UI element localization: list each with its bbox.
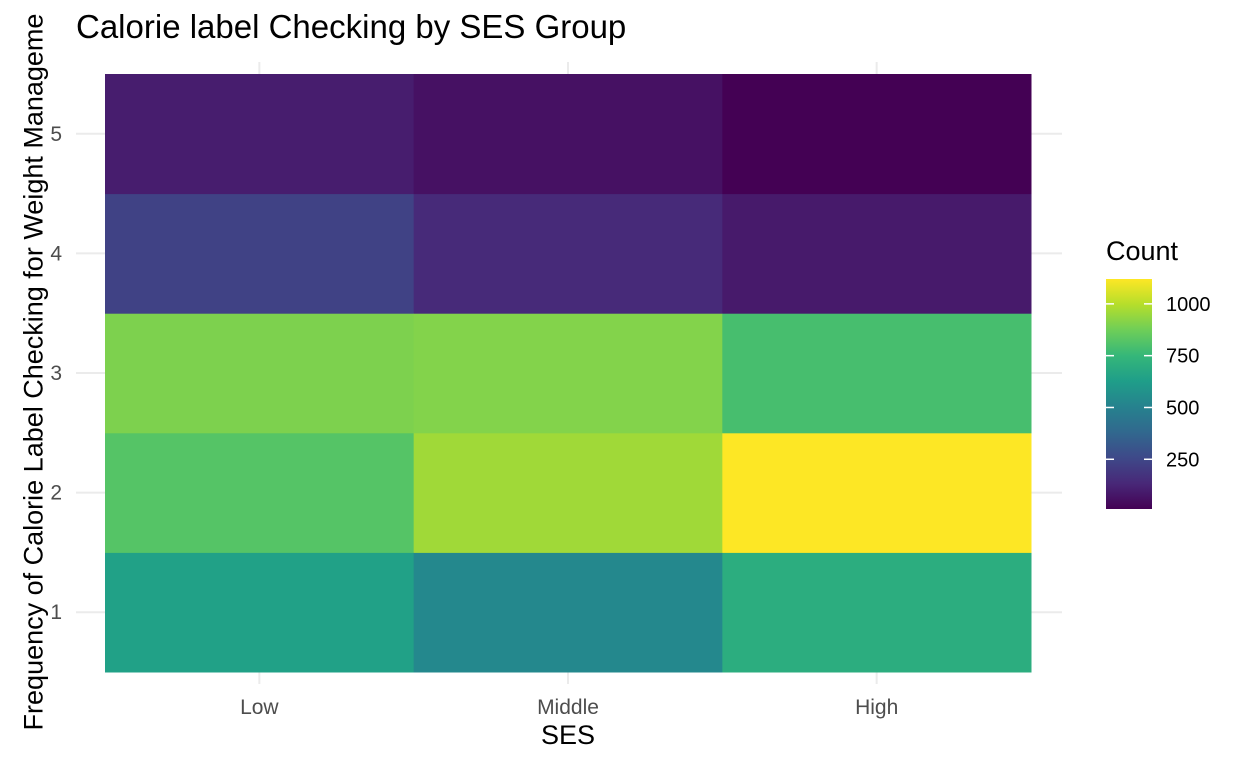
heatmap-cell-low-3 xyxy=(105,313,415,434)
heatmap-cell-high-4 xyxy=(722,193,1032,314)
legend-tick-label: 750 xyxy=(1166,346,1199,368)
y-tick-label: 2 xyxy=(50,482,62,505)
heatmap-cell-high-1 xyxy=(722,552,1032,673)
x-tick-label: Low xyxy=(240,696,279,719)
heatmap-cell-high-2 xyxy=(722,432,1032,553)
x-tick-label: High xyxy=(855,696,898,719)
y-tick-label: 3 xyxy=(50,362,62,385)
legend-title: Count xyxy=(1106,236,1179,266)
heatmap-cell-middle-4 xyxy=(413,193,723,314)
heatmap-cell-middle-5 xyxy=(413,74,723,195)
heatmap-cell-middle-2 xyxy=(413,432,723,553)
heatmap-cell-low-2 xyxy=(105,432,415,553)
legend-tick-label: 1000 xyxy=(1166,294,1211,316)
heatmap-cell-low-4 xyxy=(105,193,415,314)
heatmap-cell-low-1 xyxy=(105,552,415,673)
legend-colorbar xyxy=(1106,279,1152,509)
heatmap-cell-middle-3 xyxy=(413,313,723,434)
color-legend: 250 500 750 1000 xyxy=(1106,279,1211,509)
legend-tick-label: 500 xyxy=(1166,397,1199,419)
heatmap-cells xyxy=(105,74,1032,673)
y-tick-label: 4 xyxy=(50,242,62,265)
x-tick-label: Middle xyxy=(537,696,599,719)
y-tick-label: 1 xyxy=(50,601,62,624)
heatmap-cell-high-5 xyxy=(722,74,1032,195)
x-axis-title: SES xyxy=(540,720,596,750)
heatmap-cell-high-3 xyxy=(722,313,1032,434)
axis-labels: Low Middle High 1 2 3 4 5 xyxy=(50,123,898,719)
heatmap-cell-low-5 xyxy=(105,74,415,195)
y-axis-title: Frequency of Calorie Label Checking for … xyxy=(18,13,49,731)
chart-title: Calorie label Checking by SES Group xyxy=(76,8,627,45)
heatmap-cell-middle-1 xyxy=(413,552,723,673)
legend-tick-label: 250 xyxy=(1166,449,1199,471)
y-tick-label: 5 xyxy=(50,123,62,146)
